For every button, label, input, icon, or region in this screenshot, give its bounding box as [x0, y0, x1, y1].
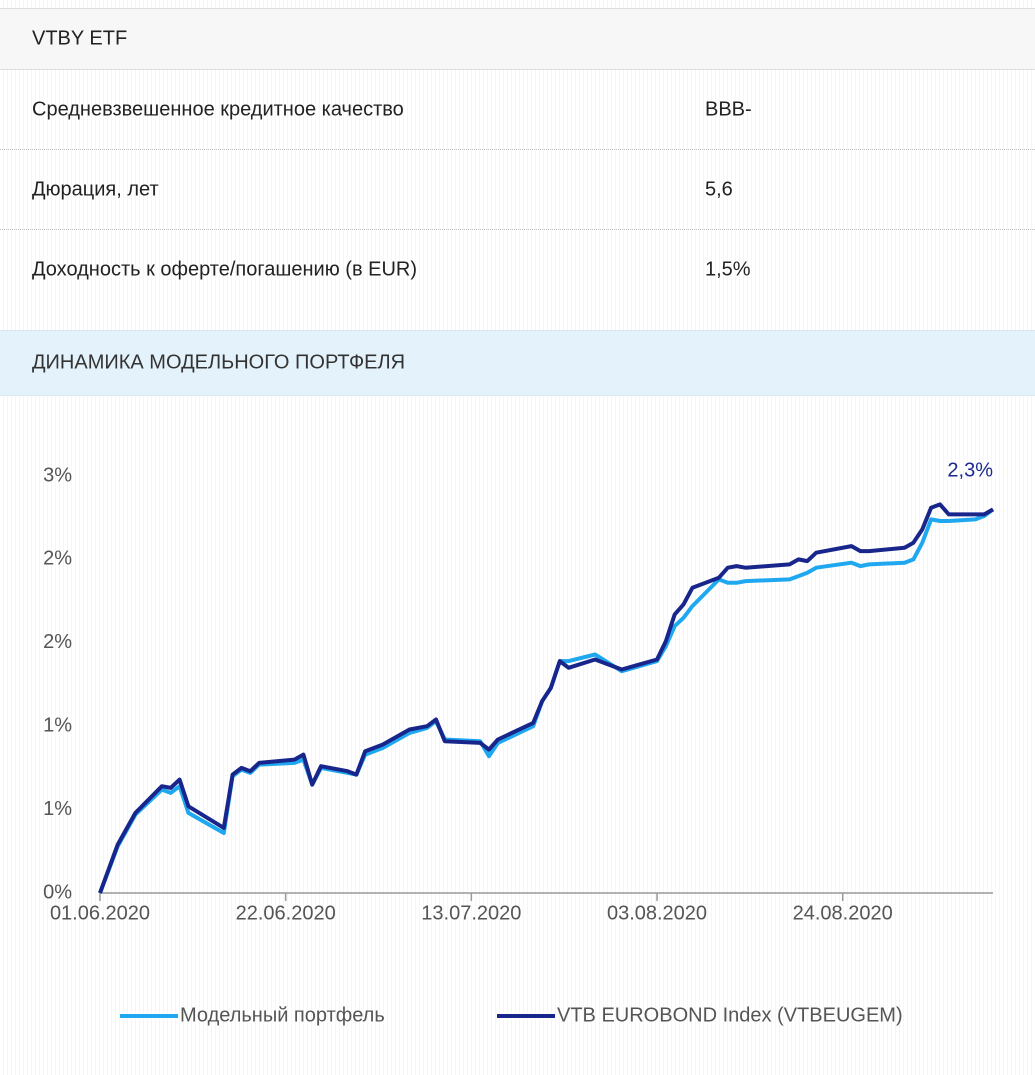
y-tick-label: 3%: [43, 464, 72, 486]
series-line: [98, 507, 995, 894]
y-tick-label: 2%: [43, 631, 72, 653]
chart: 0% 1% 1% 2% 2% 3% 01.06.2020 22.06.2020 13.07.20…: [43, 460, 995, 1026]
table-row: Доходность к оферте/погашению (в EUR) 1,…: [0, 230, 1035, 310]
x-tick-label: 13.07.2020: [421, 902, 521, 924]
annotation: 2,3%: [947, 460, 993, 482]
x-tick-label: 01.06.2020: [50, 902, 150, 924]
x-tick-label: 24.08.2020: [793, 902, 893, 924]
row-value: 5,6: [705, 178, 733, 200]
y-tick-label: 2%: [43, 548, 72, 570]
row-value: BBB-: [705, 98, 752, 120]
section-header: ДИНАМИКА МОДЕЛЬНОГО ПОРТФЕЛЯ: [0, 330, 1035, 396]
row-value: 1,5%: [705, 258, 751, 281]
row-label: Доходность к оферте/погашению (в EUR): [32, 258, 418, 281]
section-title: ДИНАМИКА МОДЕЛЬНОГО ПОРТФЕЛЯ: [32, 351, 406, 374]
y-tick-label: 1%: [43, 714, 72, 736]
y-tick-label: 0%: [43, 881, 72, 903]
table-title: VTBY ETF: [32, 27, 128, 50]
legend-label: VTB EUROBOND Index (VTBEUGEM): [557, 1004, 903, 1026]
legend-label: Модельный портфель: [180, 1004, 385, 1026]
row-label: Дюрация, лет: [32, 178, 159, 200]
x-tick-label: 03.08.2020: [607, 902, 707, 924]
y-tick-label: 1%: [43, 798, 72, 820]
table-row: Дюрация, лет 5,6: [0, 150, 1035, 230]
table-header: VTBY ETF: [0, 8, 1035, 70]
row-label: Средневзвешенное кредитное качество: [32, 98, 404, 120]
series-line: [98, 502, 994, 894]
x-tick-label: 22.06.2020: [236, 902, 336, 924]
table-row: Средневзвешенное кредитное качество BBB-: [0, 70, 1035, 150]
